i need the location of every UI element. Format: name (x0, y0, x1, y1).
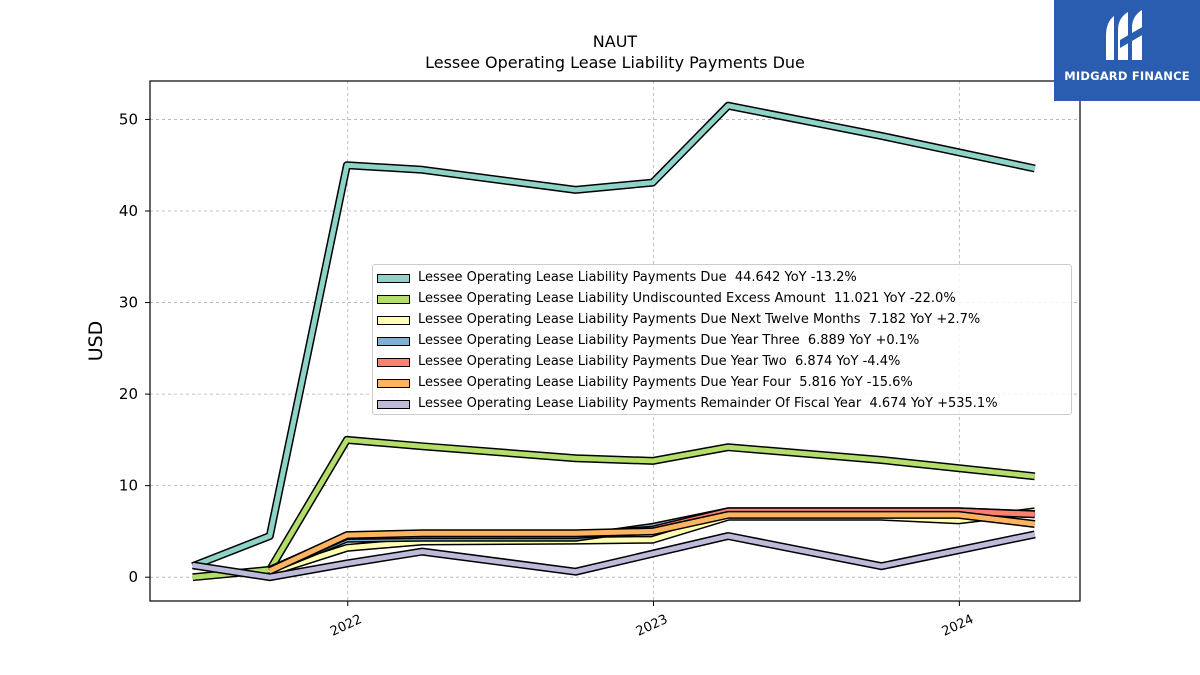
y-tick-label: 0 (128, 568, 138, 586)
legend-label: Lessee Operating Lease Liability Undisco… (418, 291, 956, 306)
legend-label: Lessee Operating Lease Liability Payment… (418, 312, 981, 327)
plot-frame (149, 80, 1081, 602)
legend-swatch (377, 316, 410, 325)
legend-label: Lessee Operating Lease Liability Payment… (418, 396, 998, 411)
legend-item: Lessee Operating Lease Liability Payment… (373, 374, 1073, 395)
legend-item: Lessee Operating Lease Liability Payment… (373, 332, 1073, 353)
legend-label: Lessee Operating Lease Liability Payment… (418, 375, 913, 390)
legend-item: Lessee Operating Lease Liability Payment… (373, 269, 1073, 290)
midgard-logo-icon (1106, 10, 1144, 60)
y-tick-label: 30 (119, 294, 138, 312)
legend-item: Lessee Operating Lease Liability Payment… (373, 353, 1073, 374)
y-tick-label: 10 (119, 477, 138, 495)
legend-swatch (377, 274, 410, 283)
series-line (191, 103, 1036, 569)
legend-swatch (377, 358, 410, 367)
y-tick-label: 20 (119, 385, 138, 403)
legend-label: Lessee Operating Lease Liability Payment… (418, 333, 920, 348)
legend-swatch (377, 400, 410, 409)
legend-item: Lessee Operating Lease Liability Undisco… (373, 290, 1073, 311)
series-line (269, 508, 1036, 575)
series-line (192, 437, 1036, 580)
x-tick-label: 2022 (328, 612, 364, 640)
y-tick-label: 40 (119, 202, 138, 220)
chart-legend: Lessee Operating Lease Liability Payment… (372, 264, 1072, 415)
brand-logo: MIDGARD FINANCE (1054, 0, 1200, 101)
y-tick-label: 50 (119, 110, 138, 128)
logo-text: MIDGARD FINANCE (1064, 69, 1190, 83)
chart-title: NAUT (592, 32, 638, 51)
series-lines (191, 101, 1036, 582)
y-axis-label: USD (85, 321, 107, 362)
series-line (268, 512, 1036, 574)
legend-swatch (377, 379, 410, 388)
series-line (192, 531, 1036, 580)
x-tick-label: 2024 (940, 612, 976, 640)
x-tick-label: 2023 (634, 612, 670, 640)
legend-label: Lessee Operating Lease Liability Payment… (418, 354, 901, 369)
legend-swatch (377, 337, 410, 346)
chart-subtitle: Lessee Operating Lease Liability Payment… (425, 53, 805, 72)
legend-item: Lessee Operating Lease Liability Payment… (373, 311, 1073, 332)
legend-swatch (377, 295, 410, 304)
legend-label: Lessee Operating Lease Liability Payment… (418, 270, 857, 285)
legend-item: Lessee Operating Lease Liability Payment… (373, 395, 1073, 416)
